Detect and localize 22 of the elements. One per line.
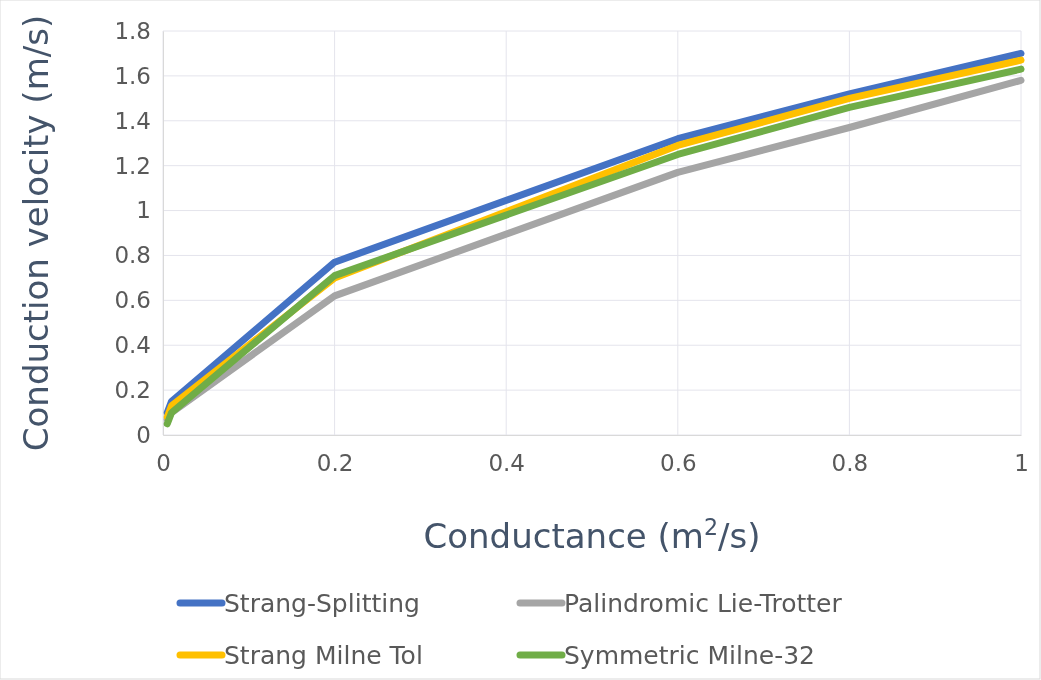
y-tick-label: 0 [136, 421, 151, 448]
x-tick-label: 0 [156, 450, 171, 477]
y-tick-label: 0.8 [114, 242, 151, 269]
y-tick-label: 1.2 [114, 152, 151, 179]
y-tick-label: 1.4 [114, 107, 151, 134]
legend-label: Palindromic Lie-Trotter [564, 589, 843, 618]
y-tick-label: 1.8 [114, 17, 151, 44]
legend-label: Strang Milne Tol [224, 641, 423, 670]
x-axis-title: Conductance (m$^{2}$/s) [423, 514, 761, 556]
y-tick-label: 0.2 [114, 376, 151, 403]
x-tick-label: 0.2 [316, 450, 354, 477]
x-tick-label: 0.8 [831, 450, 869, 477]
x-tick-label: 0.6 [660, 450, 697, 477]
legend-label: Strang-Splitting [224, 589, 420, 618]
x-tick-label: 1 [1014, 450, 1029, 477]
y-axis-title: Conduction velocity (m/s) [16, 14, 56, 452]
y-tick-label: 1.6 [114, 62, 151, 89]
legend-label: Symmetric Milne-32 [564, 641, 815, 670]
y-tick-label: 0.4 [114, 332, 151, 359]
y-tick-label: 1 [136, 197, 151, 224]
x-tick-label: 0.4 [488, 450, 525, 477]
y-tick-label: 0.6 [114, 287, 151, 314]
